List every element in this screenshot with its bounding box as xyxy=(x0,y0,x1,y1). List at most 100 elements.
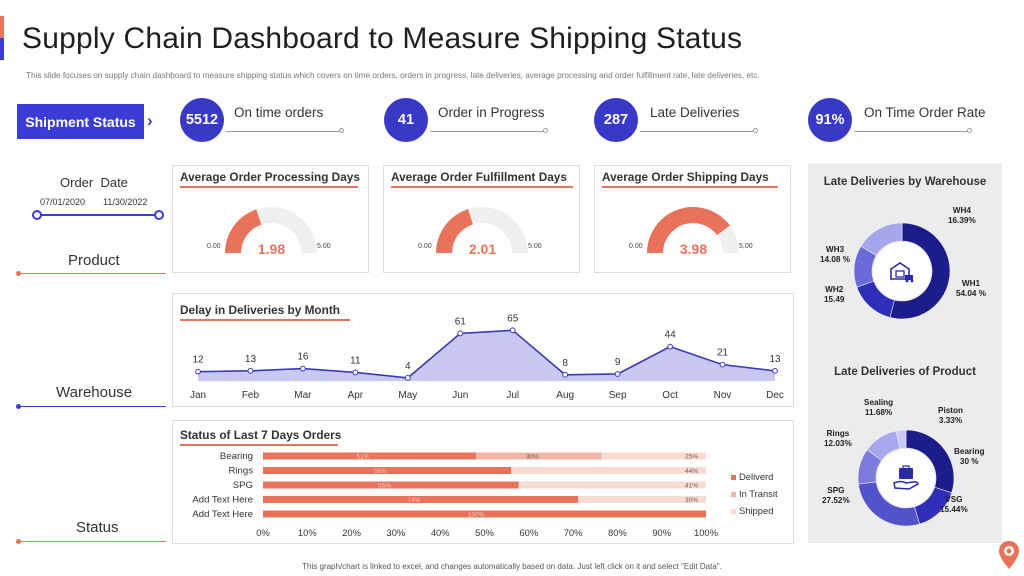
bar-segment xyxy=(518,481,706,489)
slice-value: 16.39% xyxy=(948,216,976,225)
data-point xyxy=(247,367,254,374)
chart-title: Status of Last 7 Days Orders xyxy=(180,428,342,442)
data-label: 8 xyxy=(562,358,568,369)
hand-box-icon xyxy=(893,465,919,490)
x-tick-label: Oct xyxy=(662,390,678,401)
status-bar-chart: Bearing 51% 30% 25% Rings 56% 44% SPG 56% 41% Add … xyxy=(192,451,718,538)
kpi-on-time-value: 5512 xyxy=(180,98,224,142)
data-label: 9 xyxy=(615,357,621,368)
bar-segment xyxy=(578,496,706,503)
kpi-on-time-rate-value: 91% xyxy=(808,98,852,142)
date-slider-end-handle[interactable] xyxy=(154,210,164,220)
bar-value-label: 30% xyxy=(526,454,539,461)
footer-note: This graph/chart is linked to excel, and… xyxy=(302,562,722,571)
x-tick-label: Nov xyxy=(714,390,732,401)
status-filter-dot xyxy=(16,539,21,544)
kpi-dot xyxy=(543,128,548,133)
kpi-dot xyxy=(339,128,344,133)
bar-category-label: Rings xyxy=(228,466,253,477)
end-date: 11/30/2022 xyxy=(103,197,148,207)
slice-value: 14.08 % xyxy=(820,255,851,264)
gauge-chart xyxy=(225,207,317,253)
date-slider-start-handle[interactable] xyxy=(32,210,42,220)
legend-shipped: Shipped xyxy=(731,505,773,516)
bar-value-label: 44% xyxy=(685,468,698,475)
date-range-slider-track[interactable] xyxy=(37,214,159,216)
data-point xyxy=(352,369,359,376)
gauge-min: 0.00 xyxy=(418,243,432,250)
page-title: Supply Chain Dashboard to Measure Shippi… xyxy=(22,22,743,55)
legend-label: Deliverd xyxy=(739,471,774,482)
data-point xyxy=(300,365,306,372)
bar-category-label: SPG xyxy=(233,480,253,491)
gauge-fill-arc xyxy=(225,209,262,253)
bar-value-label: 56% xyxy=(374,468,387,475)
kpi-underline xyxy=(226,131,342,132)
donut-title-warehouse: Late Deliveries by Warehouse xyxy=(823,176,987,188)
bar-value-label: 41% xyxy=(685,483,698,490)
data-point xyxy=(562,371,569,378)
gauge-title: Average Order Shipping Days xyxy=(602,170,769,184)
data-point xyxy=(719,361,726,368)
gauge-min: 0.00 xyxy=(629,243,643,250)
chart-title: Delay in Deliveries by Month xyxy=(180,303,340,317)
gauge-chart xyxy=(436,207,528,253)
gauge-max: 5.00 xyxy=(739,243,753,250)
bar-value-label: 51% xyxy=(357,454,370,461)
kpi-late-deliveries-label: Late Deliveries xyxy=(650,105,740,120)
slice-name: VSG xyxy=(945,495,963,504)
kpi-late-deliveries-value: 287 xyxy=(594,98,638,142)
data-point xyxy=(614,371,621,377)
shipment-status-button[interactable]: Shipment Status xyxy=(17,104,144,139)
slice-value: 27.52% xyxy=(822,496,850,505)
gauge-card-processing: Average Order Processing Days 0.00 5.00 … xyxy=(172,165,369,273)
gauge-title: Average Order Fulfillment Days xyxy=(391,170,567,184)
bar-value-label: 100% xyxy=(468,512,485,519)
bar-category-label: Bearing xyxy=(220,451,253,462)
warehouse-filter-dot xyxy=(16,404,21,409)
slice-name: SPG xyxy=(827,486,845,495)
slice-name: WH4 xyxy=(952,206,971,215)
legend-label: Shipped xyxy=(739,505,774,516)
donut-label-wh4: WH4 16.39% xyxy=(948,206,976,226)
x-tick-label: Jun xyxy=(452,390,468,401)
slice-name: Sealing xyxy=(864,398,894,407)
x-axis-tick: 50% xyxy=(475,527,494,538)
donut-label-bearing: Bearing 30 % xyxy=(954,447,984,467)
slice-value: 30 % xyxy=(959,457,979,466)
slice-value: 15.44% xyxy=(940,505,968,514)
legend-delivered: Deliverd xyxy=(731,471,773,482)
data-point xyxy=(772,367,778,374)
status-filter-label[interactable]: Status xyxy=(76,519,119,536)
title-underline xyxy=(391,186,573,188)
data-point xyxy=(404,374,411,381)
donut-slice xyxy=(895,429,907,450)
donut-slice xyxy=(889,222,951,320)
delay-chart-card: Delay in Deliveries by Month 12 Jan 13 Feb 1… xyxy=(172,293,794,407)
product-filter-dot xyxy=(16,271,21,276)
data-point xyxy=(509,327,516,334)
data-label: 16 xyxy=(297,352,309,363)
title-underline xyxy=(180,444,338,446)
gauge-card-fulfillment: Average Order Fulfillment Days 0.00 5.00… xyxy=(383,165,580,273)
product-filter-label[interactable]: Product xyxy=(68,252,120,269)
title-underline xyxy=(180,186,358,188)
accent-bar-red xyxy=(0,16,4,38)
series-line xyxy=(197,329,776,379)
bar-category-label: Add Text Here xyxy=(192,509,253,520)
kpi-dot xyxy=(967,128,972,133)
x-axis-tick: 100% xyxy=(694,527,718,538)
bar-segment xyxy=(263,481,519,489)
slice-value: 3.33% xyxy=(938,416,963,425)
bar-segment xyxy=(263,452,477,460)
donut-slice xyxy=(860,222,903,256)
x-axis-tick: 20% xyxy=(342,527,361,538)
legend-label: In Transit xyxy=(739,488,778,499)
gauge-fill-arc xyxy=(436,209,473,253)
data-label: 11 xyxy=(350,355,361,366)
slice-name: Piston xyxy=(938,406,964,415)
warehouse-filter-label[interactable]: Warehouse xyxy=(56,384,133,401)
x-tick-label: Sep xyxy=(609,390,627,401)
bar-value-label: 30% xyxy=(685,497,698,504)
bar-category-label: Add Text Here xyxy=(192,495,253,506)
